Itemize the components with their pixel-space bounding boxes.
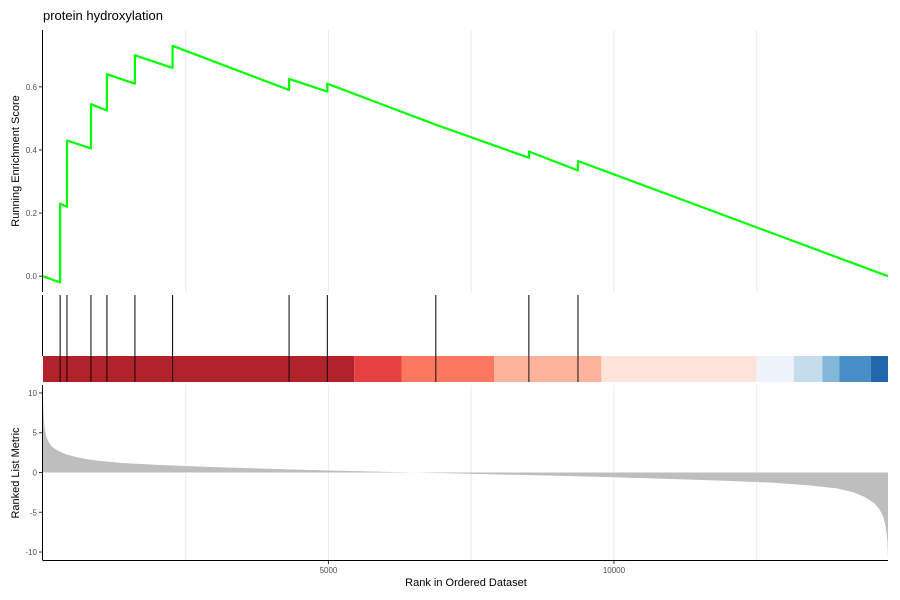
metric-y-tick-label: -5 — [30, 508, 38, 517]
es-y-tick-label: 0.6 — [26, 83, 38, 92]
es-y-tick-label: 0.4 — [26, 146, 38, 155]
rank-color-band — [839, 356, 871, 382]
metric-y-tick-label: 5 — [33, 429, 38, 438]
metric-y-tick-label: 0 — [33, 469, 38, 478]
rank-color-band — [494, 356, 602, 382]
ranked-metric-area — [43, 396, 888, 559]
metric-y-tick-label: -10 — [25, 548, 37, 557]
es-y-tick-label: 0.0 — [26, 272, 38, 281]
rank-color-band — [601, 356, 757, 382]
metric-y-axis-label: Ranked List Metric — [10, 427, 22, 519]
metric-y-tick-label: 10 — [28, 389, 37, 398]
rank-color-band — [870, 356, 888, 382]
rank-color-band — [354, 356, 402, 382]
rank-color-band — [822, 356, 840, 382]
x-tick-label: 10000 — [603, 566, 626, 575]
rank-color-band — [43, 356, 355, 382]
running-es-line — [42, 44, 889, 284]
chart-title: protein hydroxylation — [43, 8, 163, 23]
rank-color-band — [401, 356, 495, 382]
x-axis-label: Rank in Ordered Dataset — [405, 577, 527, 589]
es-y-tick-label: 0.2 — [26, 209, 38, 218]
x-tick-label: 5000 — [320, 566, 338, 575]
rank-color-band — [756, 356, 794, 382]
es-y-axis-label: Running Enrichment Score — [10, 95, 22, 226]
rank-color-band — [793, 356, 823, 382]
